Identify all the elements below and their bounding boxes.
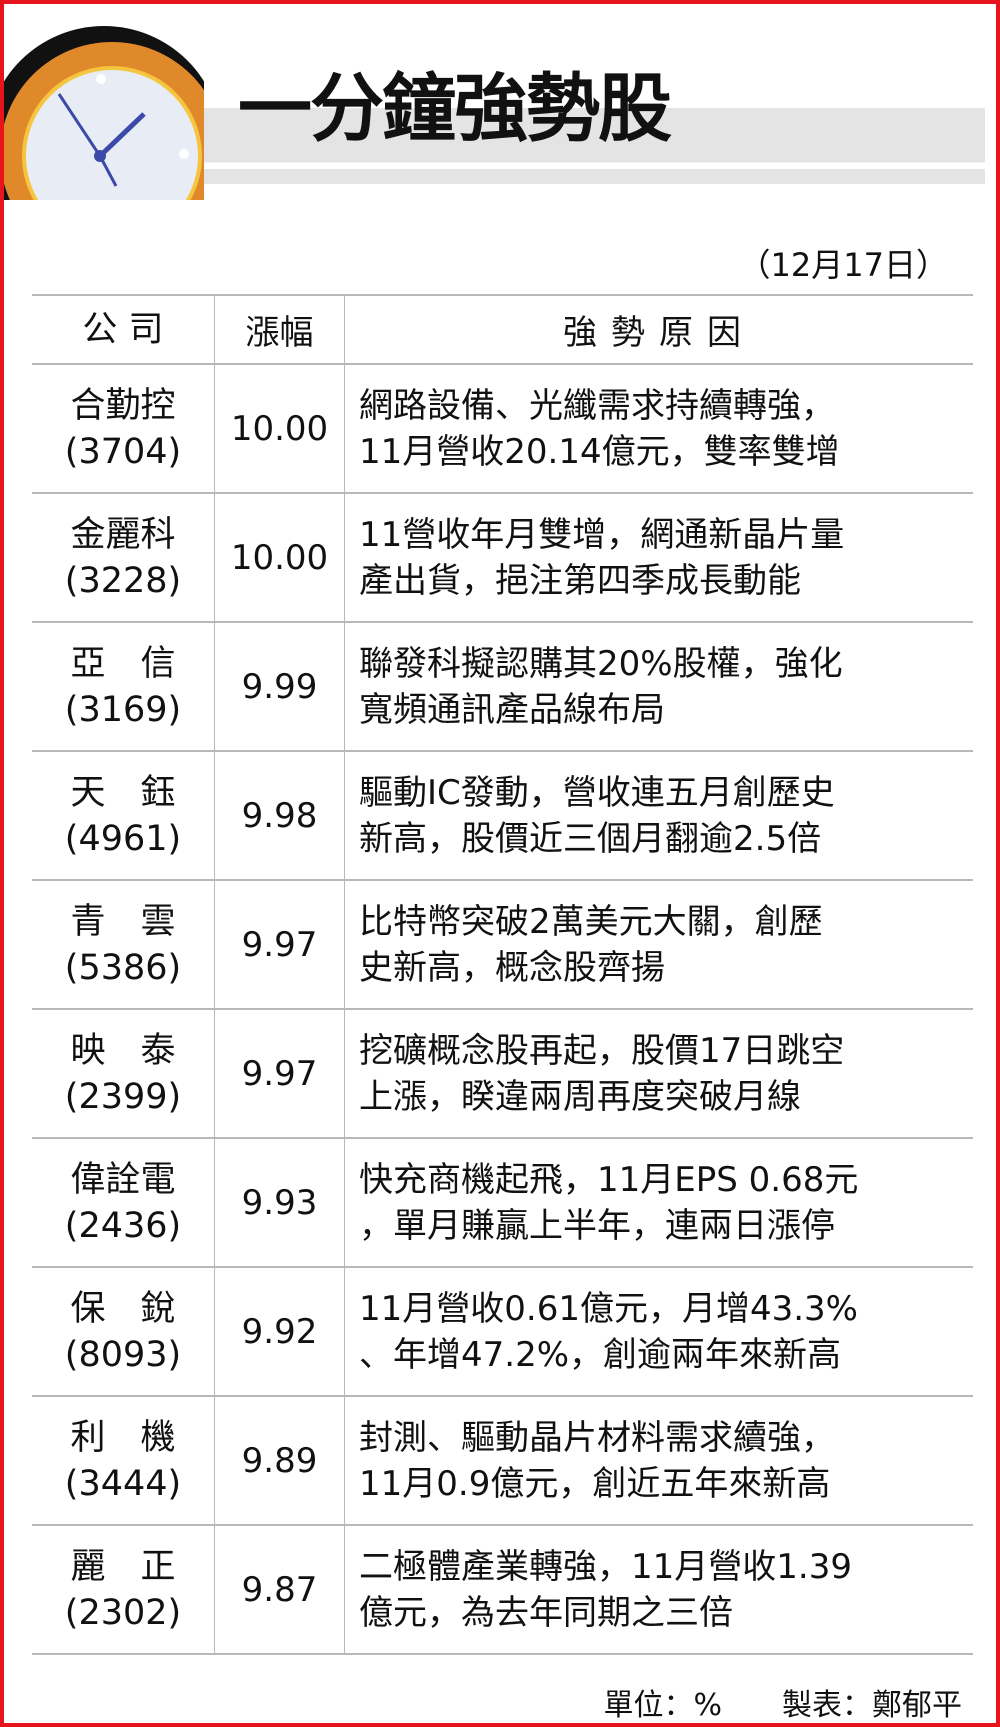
reason-line: 聯發科擬認購其20%股權，強化 <box>359 643 843 684</box>
reason-line: ，單月賺贏上半年，連兩日漲停 <box>359 1205 835 1246</box>
reason-line: 、年增47.2%，創逾兩年來新高 <box>359 1334 842 1375</box>
stock-code: (3228) <box>64 560 182 601</box>
col-company: 公 司 <box>32 294 215 365</box>
reason-line: 封測、驅動晶片材料需求續強， <box>359 1417 835 1458</box>
company-name: 合勤控 <box>70 385 176 426</box>
stock-code: (5386) <box>64 947 182 988</box>
reason-line: 挖礦概念股再起，股價17日跳空 <box>359 1030 845 1071</box>
change-cell: 10.00 <box>214 492 345 623</box>
reason-cell: 封測、驅動晶片材料需求續強， 11月0.9億元，創近五年來新高 <box>344 1395 973 1526</box>
company-name: 映 泰 <box>70 1030 176 1071</box>
reason-cell: 比特幣突破2萬美元大關，創歷 史新高，概念股齊揚 <box>344 879 973 1010</box>
company-name: 金麗科 <box>70 514 176 555</box>
table-row: 利 機 (3444) 9.89 封測、驅動晶片材料需求續強， 11月0.9億元，創近… <box>32 1395 973 1526</box>
reason-line: 網路設備、光纖需求持續轉強， <box>359 385 835 426</box>
clock-icon <box>4 14 204 200</box>
table-row: 青 雲 (5386) 9.97 比特幣突破2萬美元大關，創歷 史新高，概念股齊揚 <box>32 879 973 1010</box>
reason-line: 驅動IC發動，營收連五月創歷史 <box>359 772 835 813</box>
title-band <box>190 108 985 184</box>
company-cell: 合勤控 (3704) <box>32 363 215 494</box>
change-cell: 9.99 <box>214 621 345 752</box>
stock-code: (4961) <box>64 818 182 859</box>
change-cell: 9.92 <box>214 1266 345 1397</box>
company-name: 天 鈺 <box>70 772 176 813</box>
reason-line: 史新高，概念股齊揚 <box>359 947 665 988</box>
stock-code: (2302) <box>64 1592 182 1633</box>
company-name: 偉詮電 <box>70 1159 176 1200</box>
company-name: 麗 正 <box>70 1546 176 1587</box>
stock-code: (2399) <box>64 1076 182 1117</box>
stock-code: (2436) <box>64 1205 182 1246</box>
reason-line: 億元，為去年同期之三倍 <box>359 1592 733 1633</box>
stock-code: (3704) <box>64 431 182 472</box>
reason-cell: 網路設備、光纖需求持續轉強， 11月營收20.14億元，雙率雙增 <box>344 363 973 494</box>
reason-cell: 二極體產業轉強，11月營收1.39 億元，為去年同期之三倍 <box>344 1524 973 1655</box>
reason-line: 新高，股價近三個月翻逾2.5倍 <box>359 818 822 859</box>
reason-cell: 聯發科擬認購其20%股權，強化 寬頻通訊產品線布局 <box>344 621 973 752</box>
unit-label: 單位：% <box>603 1688 722 1723</box>
reason-line: 11月0.9億元，創近五年來新高 <box>359 1463 831 1504</box>
table-row: 保 銳 (8093) 9.92 11月營收0.61億元，月增43.3% 、年增47.… <box>32 1266 973 1397</box>
company-cell: 亞 信 (3169) <box>32 621 215 752</box>
stock-code: (8093) <box>64 1334 182 1375</box>
table-header: 公 司 漲幅 強勢原因 <box>32 294 973 365</box>
company-cell: 青 雲 (5386) <box>32 879 215 1010</box>
change-cell: 9.93 <box>214 1137 345 1268</box>
reason-line: 寬頻通訊產品線布局 <box>359 689 665 730</box>
company-name: 保 銳 <box>70 1288 176 1329</box>
change-cell: 9.97 <box>214 1008 345 1139</box>
company-cell: 金麗科 (3228) <box>32 492 215 623</box>
reason-cell: 11營收年月雙增，網通新晶片量 產出貨，挹注第四季成長動能 <box>344 492 973 623</box>
reason-line: 上漲，睽違兩周再度突破月線 <box>359 1076 801 1117</box>
company-cell: 麗 正 (2302) <box>32 1524 215 1655</box>
table-row: 麗 正 (2302) 9.87 二極體產業轉強，11月營收1.39 億元，為去年同期… <box>32 1524 973 1655</box>
date-label: （12月17日） <box>738 246 948 284</box>
change-cell: 10.00 <box>214 363 345 494</box>
change-cell: 9.98 <box>214 750 345 881</box>
table-row: 映 泰 (2399) 9.97 挖礦概念股再起，股價17日跳空 上漲，睽違兩周再度突… <box>32 1008 973 1139</box>
stock-code: (3169) <box>64 689 182 730</box>
table-row: 金麗科 (3228) 10.00 11營收年月雙增，網通新晶片量 產出貨，挹注第四季… <box>32 492 973 623</box>
change-cell: 9.97 <box>214 879 345 1010</box>
company-name: 青 雲 <box>70 901 176 942</box>
reason-line: 11月營收0.61億元，月增43.3% <box>359 1288 858 1329</box>
stock-table: 公 司 漲幅 強勢原因 合勤控 (3704) 10.00 網路設備、光纖需求持續轉… <box>32 294 973 1655</box>
reason-line: 比特幣突破2萬美元大關，創歷 <box>359 901 823 942</box>
table-row: 亞 信 (3169) 9.99 聯發科擬認購其20%股權，強化 寬頻通訊產品線布局 <box>32 621 973 752</box>
col-change: 漲幅 <box>214 294 345 365</box>
table-row: 天 鈺 (4961) 9.98 驅動IC發動，營收連五月創歷史 新高，股價近三個月翻… <box>32 750 973 881</box>
reason-cell: 挖礦概念股再起，股價17日跳空 上漲，睽違兩周再度突破月線 <box>344 1008 973 1139</box>
reason-line: 11營收年月雙增，網通新晶片量 <box>359 514 845 555</box>
company-name: 利 機 <box>70 1417 176 1458</box>
col-reason: 強勢原因 <box>344 294 973 365</box>
reason-line: 二極體產業轉強，11月營收1.39 <box>359 1546 852 1587</box>
reason-cell: 11月營收0.61億元，月增43.3% 、年增47.2%，創逾兩年來新高 <box>344 1266 973 1397</box>
company-name: 亞 信 <box>70 643 176 684</box>
page-title: 一分鐘強勢股 <box>238 66 672 152</box>
reason-line: 11月營收20.14億元，雙率雙增 <box>359 431 840 472</box>
footer: 單位：% 製表：鄭郁平 <box>603 1680 962 1724</box>
company-cell: 偉詮電 (2436) <box>32 1137 215 1268</box>
stock-code: (3444) <box>64 1463 182 1504</box>
reason-cell: 快充商機起飛，11月EPS 0.68元 ，單月賺贏上半年，連兩日漲停 <box>344 1137 973 1268</box>
change-cell: 9.89 <box>214 1395 345 1526</box>
table-row: 偉詮電 (2436) 9.93 快充商機起飛，11月EPS 0.68元 ，單月賺贏上… <box>32 1137 973 1268</box>
company-cell: 利 機 (3444) <box>32 1395 215 1526</box>
table-row: 合勤控 (3704) 10.00 網路設備、光纖需求持續轉強， 11月營收20.14… <box>32 363 973 494</box>
reason-line: 產出貨，挹注第四季成長動能 <box>359 560 801 601</box>
author-label: 製表：鄭郁平 <box>782 1688 962 1723</box>
company-cell: 映 泰 (2399) <box>32 1008 215 1139</box>
company-cell: 天 鈺 (4961) <box>32 750 215 881</box>
company-cell: 保 銳 (8093) <box>32 1266 215 1397</box>
change-cell: 9.87 <box>214 1524 345 1655</box>
reason-cell: 驅動IC發動，營收連五月創歷史 新高，股價近三個月翻逾2.5倍 <box>344 750 973 881</box>
reason-line: 快充商機起飛，11月EPS 0.68元 <box>359 1159 859 1200</box>
